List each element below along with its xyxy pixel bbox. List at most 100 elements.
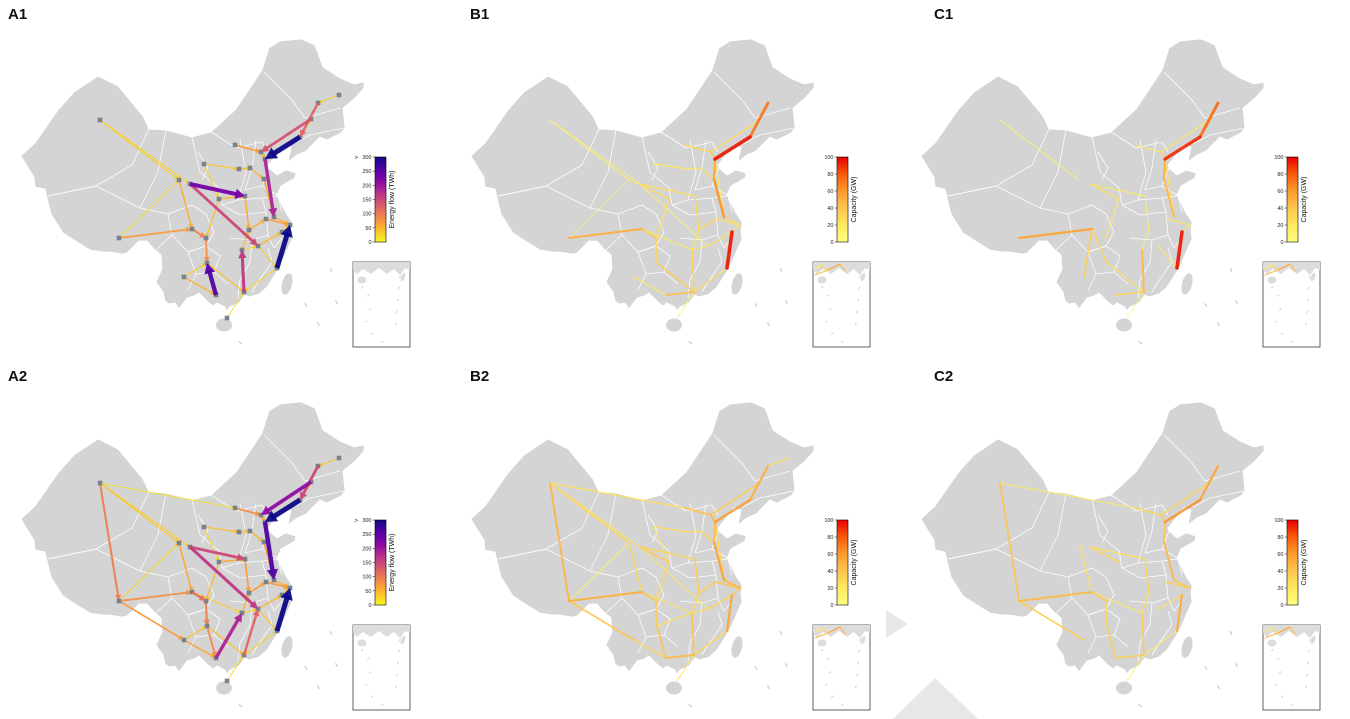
colorbar-tick-label: 80 (827, 172, 833, 178)
hainan-island (666, 318, 682, 332)
colorbar-tick-label: 100 (1274, 155, 1283, 161)
flow-edge (274, 225, 293, 269)
capacity-edge (1157, 594, 1183, 610)
flow-edge-line (246, 267, 278, 291)
capacity-edge (694, 195, 700, 231)
capacity-edge (653, 163, 690, 170)
inset-capacity-edge (1264, 264, 1272, 270)
china-map-svg: 0 50 100 150 200 250 300 > Energy flow (TWh) (20, 38, 411, 348)
capacity-edge (1083, 228, 1093, 278)
capacity-edge (1105, 198, 1120, 239)
flow-edge (262, 521, 278, 580)
capacity-edge (1089, 183, 1146, 197)
flow-edge-line (248, 220, 264, 231)
china-map-base (920, 38, 1265, 345)
inset-capacity-edge (1277, 626, 1291, 634)
capacity-edge (641, 228, 693, 251)
capacity-edge (639, 183, 670, 200)
flow-edge-line (203, 526, 236, 533)
china-map-svg: 0 20 40 60 80 100 Capacity (GW) (470, 401, 871, 711)
province-node (241, 652, 247, 658)
flow-arrowhead (245, 166, 250, 171)
china-map-base (20, 38, 365, 345)
capacity-edge (639, 183, 696, 197)
inset-island-dash (858, 286, 860, 290)
province-node (201, 524, 207, 530)
capacity-edge (698, 581, 717, 594)
province-node (213, 655, 219, 661)
flow-edge-line (203, 163, 236, 170)
flow-arrowhead (249, 600, 258, 609)
capacity-edge (1175, 593, 1184, 633)
capacity-edge (1089, 183, 1120, 200)
capacity-edge (731, 224, 741, 233)
colorbar-tick-label: 20 (827, 223, 833, 229)
flow-edge-line (189, 182, 256, 244)
province-borders (497, 434, 795, 662)
flow-edge (244, 195, 251, 230)
colorbar-tick-label: 80 (1277, 172, 1283, 178)
flow-edge (238, 250, 247, 293)
flow-edge-line (242, 613, 258, 656)
inset-island-dash (361, 649, 364, 652)
province-node (236, 166, 242, 172)
flow-edge (300, 465, 320, 500)
flow-edge-line (183, 639, 214, 657)
colorbar-tick-label: 0 (1280, 240, 1283, 246)
capacity-edge (713, 521, 716, 543)
flow-edge-line (257, 596, 280, 610)
flow-edge-line (226, 294, 243, 319)
capacity-edge (655, 237, 658, 264)
offshore-island-dash (688, 341, 693, 345)
flow-arrowhead (185, 589, 192, 596)
inset-island-dash (396, 673, 398, 677)
flow-edge (244, 558, 252, 593)
china-map-base (20, 401, 365, 708)
capacity-edge (1164, 158, 1175, 218)
inset-capacity-edge (1270, 627, 1279, 634)
inset-island-dash (855, 322, 857, 326)
inset-capacity-edge (1289, 263, 1296, 272)
offshore-island-dash (754, 302, 758, 307)
colorbar-tick-label: 100 (362, 212, 371, 218)
colorbar-title: Capacity (GW) (851, 540, 858, 586)
capacity-edge (1173, 579, 1191, 589)
hainan-island (1116, 318, 1132, 332)
inset-island-dash (367, 657, 370, 660)
capacity-edge (710, 514, 716, 523)
capacity-edge (694, 558, 700, 594)
inset-island-dash (841, 340, 844, 343)
inset-hainan (357, 639, 367, 647)
china-outline (470, 38, 815, 312)
capacity-edge (568, 542, 630, 602)
colorbar-tick-label: 300 (362, 155, 371, 161)
inset-island-dash (1291, 340, 1294, 343)
panel-a2: A2 0 50 100 150 200 250 300 > Energy flow (TWh) (0, 363, 450, 719)
capacity-edges (999, 101, 1220, 319)
offshore-island-dash (238, 704, 243, 708)
flow-edges-major (188, 465, 320, 659)
flow-arrowhead (238, 250, 247, 259)
inset-island-dash (395, 685, 397, 689)
capacity-edge (1198, 464, 1220, 502)
flow-edge-line (183, 264, 205, 278)
flow-edge-line (320, 94, 340, 103)
capacity-edge (656, 262, 695, 293)
offshore-island-dash (688, 704, 693, 708)
capacity-edge (1105, 600, 1108, 627)
hainan-island (216, 681, 232, 695)
colorbar-tick-label: 250 (362, 169, 371, 175)
offshore-island-dash (779, 268, 783, 273)
capacity-edge (665, 291, 695, 296)
capacity-edge (1141, 592, 1150, 614)
province-node (263, 216, 269, 222)
inset-island-dash (371, 695, 374, 698)
flow-edge (203, 526, 239, 534)
flow-edge-line (178, 179, 192, 226)
offshore-island-dash (334, 299, 338, 305)
inset-coastline (1263, 262, 1320, 275)
flow-edge-line (246, 630, 278, 654)
province-node (247, 165, 253, 171)
offshore-island-dash (316, 685, 320, 690)
panel-label: A2 (8, 368, 28, 385)
